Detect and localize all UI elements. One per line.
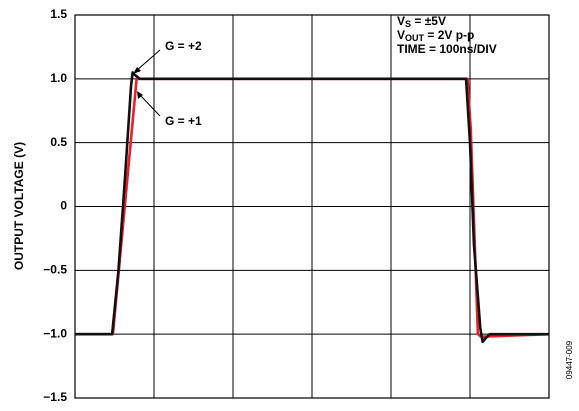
annotation-arrow bbox=[139, 94, 161, 117]
annotation-arrow bbox=[135, 49, 161, 72]
condition-line: VS = ±5V bbox=[397, 14, 446, 29]
condition-part: TIME = 100ns/DIV bbox=[397, 42, 497, 56]
condition-line: VOUT = 2V p-p bbox=[397, 28, 474, 43]
y-axis-label: OUTPUT VOLTAGE (V) bbox=[12, 142, 26, 270]
condition-part: S bbox=[405, 19, 411, 29]
y-tick-label: −1.0 bbox=[43, 326, 67, 340]
y-tick-label: 1.5 bbox=[50, 7, 67, 21]
condition-part: = 2V p-p bbox=[424, 28, 474, 42]
arrowhead bbox=[137, 91, 143, 99]
annotation-label: G = +1 bbox=[165, 114, 202, 128]
series-line bbox=[75, 71, 549, 344]
condition-part: V bbox=[397, 14, 405, 28]
arrowhead bbox=[133, 67, 141, 74]
annotation-label: G = +2 bbox=[165, 39, 202, 53]
y-tick-label: −0.5 bbox=[43, 263, 67, 277]
y-tick-label: 1.0 bbox=[50, 71, 67, 85]
condition-part: V bbox=[397, 28, 405, 42]
y-tick-label: 0 bbox=[60, 199, 67, 213]
condition-part: = ±5V bbox=[411, 14, 446, 28]
y-tick-label: −1.5 bbox=[43, 390, 67, 404]
condition-line: TIME = 100ns/DIV bbox=[397, 42, 497, 56]
figure-id: 09447-009 bbox=[565, 340, 574, 379]
y-tick-label: 0.5 bbox=[50, 135, 67, 149]
condition-part: OUT bbox=[405, 33, 425, 43]
